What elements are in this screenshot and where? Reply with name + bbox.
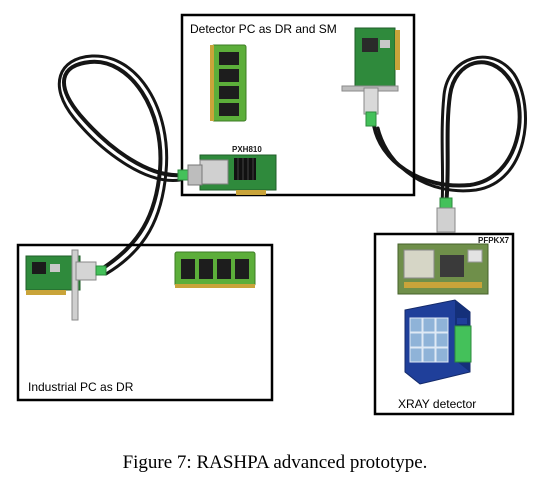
memory-module-horizontal bbox=[174, 251, 256, 288]
xray-detector-module bbox=[404, 299, 472, 385]
pxh810-card bbox=[177, 154, 277, 195]
pxh810-label: PXH810 bbox=[232, 145, 262, 154]
detector-pc-label: Detector PC as DR and SM bbox=[190, 22, 337, 36]
pcie-card-industrial bbox=[25, 249, 107, 321]
cable-right-loop bbox=[372, 55, 527, 207]
pcie-card-detector bbox=[341, 27, 400, 127]
detector-pc-box bbox=[180, 13, 416, 197]
figure-caption: Figure 7: RASHPA advanced prototype. bbox=[122, 452, 428, 473]
memory-module-vertical bbox=[210, 44, 247, 122]
xray-label: XRAY detector bbox=[398, 397, 476, 411]
pfpkx7-label: PFPKX7 bbox=[478, 236, 510, 245]
pfpkx7-board bbox=[397, 243, 489, 295]
xray-box bbox=[373, 232, 515, 416]
cable-left-loop bbox=[57, 54, 184, 276]
xray-connector bbox=[436, 197, 456, 233]
industrial-pc-label: Industrial PC as DR bbox=[28, 380, 134, 394]
industrial-pc-box bbox=[16, 243, 274, 402]
